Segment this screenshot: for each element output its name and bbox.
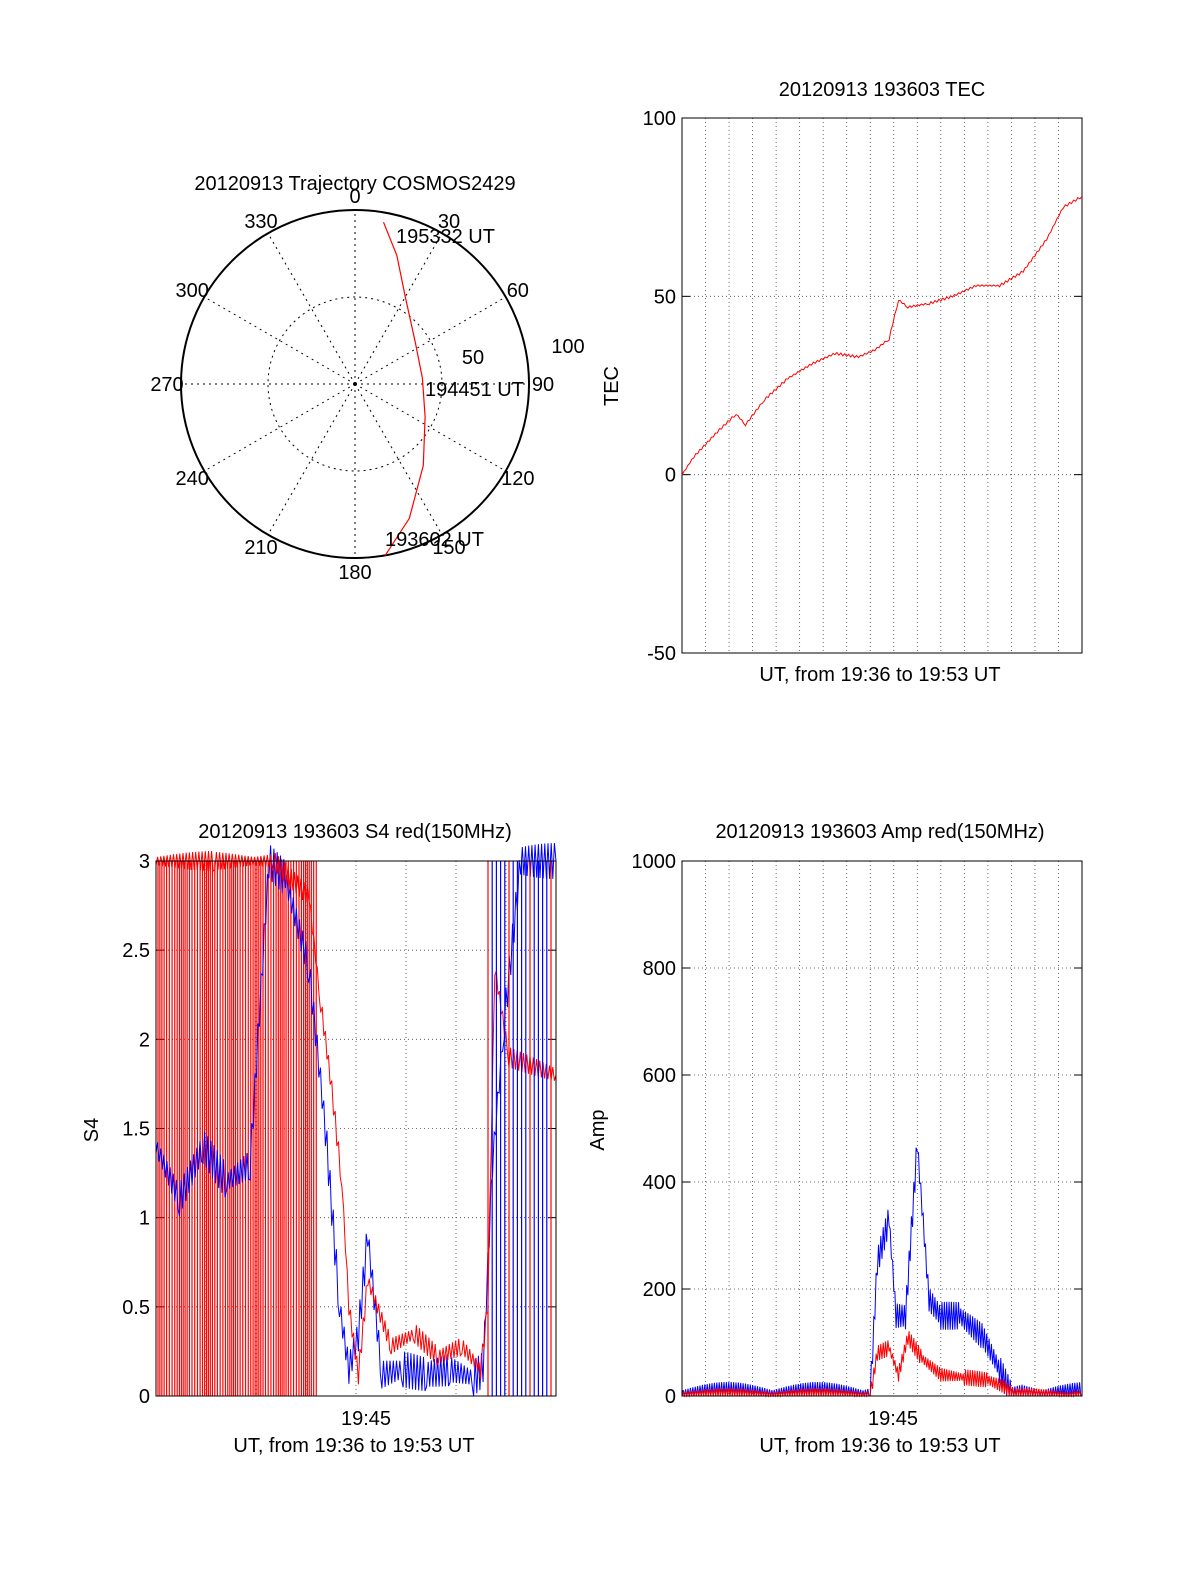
s4-xlabel: UT, from 19:36 to 19:53 UT bbox=[233, 1435, 474, 1457]
amp-series bbox=[681, 1147, 1082, 1398]
tec-title: 20120913 193603 TEC bbox=[779, 79, 985, 101]
s4-ytick-3: 3 bbox=[139, 851, 150, 873]
polar-trajectory-line bbox=[382, 221, 426, 556]
tec-series-line bbox=[681, 196, 1083, 476]
polar-azimuth-label-330: 330 bbox=[244, 211, 277, 233]
polar-spoke-150 bbox=[354, 383, 443, 535]
tec-plot-frame bbox=[681, 117, 1083, 654]
polar-spoke-210 bbox=[267, 383, 356, 535]
polar-azimuth-labels: 0 30 60 90 120 150 180 210 240 270 300 330 bbox=[150, 186, 554, 584]
tec-xlabel: UT, from 19:36 to 19:53 UT bbox=[759, 664, 1000, 686]
tec-series bbox=[681, 196, 1083, 476]
polar-title: 20120913 Trajectory COSMOS2429 bbox=[194, 173, 515, 195]
polar-azimuth-label-300: 300 bbox=[175, 280, 208, 302]
amp-ytick-800: 800 bbox=[643, 958, 676, 980]
tec-ylabel: TEC bbox=[601, 366, 623, 406]
amp-ytick-0: 0 bbox=[665, 1386, 676, 1408]
polar-spoke-30 bbox=[354, 233, 443, 385]
tec-plot: 20120913 193603 TEC 100 50 0 -50 TEC UT, fr… bbox=[601, 79, 1083, 686]
polar-azimuth-label-120: 120 bbox=[501, 468, 534, 490]
s4-title: 20120913 193603 S4 red(150MHz) bbox=[198, 821, 512, 843]
polar-spoke-300 bbox=[204, 296, 356, 385]
polar-trajectory-plot: 20120913 Trajectory COSMOS2429 0 30 60 90 12… bbox=[150, 173, 584, 584]
polar-outer-circle bbox=[180, 209, 530, 559]
polar-annotation-start: 193602 UT bbox=[385, 529, 484, 551]
amp-title: 20120913 193603 Amp red(150MHz) bbox=[715, 821, 1044, 843]
s4-ytick-1: 1 bbox=[139, 1208, 150, 1230]
amp-ytick-200: 200 bbox=[643, 1279, 676, 1301]
polar-spoke-120 bbox=[354, 383, 506, 472]
polar-radius-label-100: 100 bbox=[551, 336, 584, 358]
amp-ytick-600: 600 bbox=[643, 1065, 676, 1087]
s4-xtick-1945: 19:45 bbox=[341, 1408, 391, 1430]
amp-ytick-1000: 1000 bbox=[632, 851, 677, 873]
polar-azimuth-label-210: 210 bbox=[244, 537, 277, 559]
amp-grid bbox=[682, 860, 1082, 1397]
polar-grid bbox=[180, 209, 530, 559]
polar-azimuth-label-30: 30 bbox=[438, 211, 460, 233]
polar-azimuth-label-180: 180 bbox=[338, 562, 371, 584]
s4-ylabel: S4 bbox=[81, 1118, 103, 1142]
tec-y-tick-labels: 100 50 0 -50 bbox=[643, 108, 676, 665]
polar-azimuth-label-90: 90 bbox=[532, 374, 554, 396]
amp-xlabel: UT, from 19:36 to 19:53 UT bbox=[759, 1435, 1000, 1457]
amp-xtick-1945: 19:45 bbox=[868, 1408, 918, 1430]
polar-azimuth-label-270: 270 bbox=[150, 374, 183, 396]
tec-ytick--50: -50 bbox=[647, 643, 676, 665]
polar-spoke-60 bbox=[354, 296, 506, 385]
s4-ytick-2.5: 2.5 bbox=[122, 940, 150, 962]
s4-plot: 20120913 193603 S4 red(150MHz) 3 2.5 2 1.5 1… bbox=[81, 821, 557, 1457]
polar-inner-circle bbox=[267, 296, 443, 472]
s4-y-tick-labels: 3 2.5 2 1.5 1 0.5 0 bbox=[122, 851, 150, 1408]
tec-grid bbox=[682, 117, 1082, 654]
amp-plot-frame bbox=[681, 860, 1083, 1397]
s4-ytick-0.5: 0.5 bbox=[122, 1297, 150, 1319]
amp-y-tick-labels: 1000 800 600 400 200 0 bbox=[632, 851, 677, 1408]
polar-spoke-240 bbox=[204, 383, 356, 472]
s4-plot-frame bbox=[155, 860, 557, 1397]
s4-ytick-1.5: 1.5 bbox=[122, 1119, 150, 1141]
polar-radius-label-50: 50 bbox=[462, 347, 484, 369]
polar-azimuth-label-0: 0 bbox=[349, 186, 360, 208]
s4-ytick-2: 2 bbox=[139, 1029, 150, 1051]
polar-azimuth-label-240: 240 bbox=[175, 468, 208, 490]
amp-ytick-400: 400 bbox=[643, 1172, 676, 1194]
polar-azimuth-label-150: 150 bbox=[432, 537, 465, 559]
polar-annotation-mid: 194451 UT bbox=[425, 379, 524, 401]
tec-ytick-0: 0 bbox=[665, 465, 676, 487]
tec-ytick-100: 100 bbox=[643, 108, 676, 130]
polar-azimuth-label-60: 60 bbox=[507, 280, 529, 302]
tec-ytick-50: 50 bbox=[654, 286, 676, 308]
polar-spoke-330 bbox=[267, 233, 356, 385]
amp-plot: 20120913 193603 Amp red(150MHz) 1000 800 6… bbox=[587, 821, 1083, 1457]
s4-series bbox=[155, 842, 557, 1397]
s4-ytick-0: 0 bbox=[139, 1386, 150, 1408]
amp-ylabel: Amp bbox=[587, 1109, 609, 1150]
polar-annotation-end: 195332 UT bbox=[396, 226, 495, 248]
